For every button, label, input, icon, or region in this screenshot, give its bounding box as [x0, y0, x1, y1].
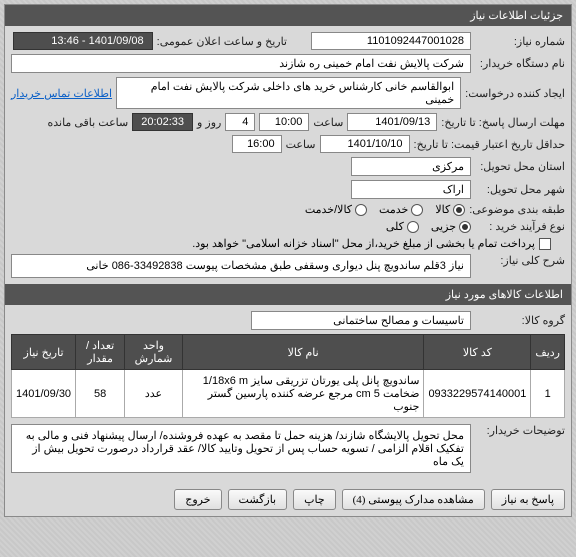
print-button[interactable]: چاپ — [293, 489, 336, 510]
purchase-type-radio-group: جزیی کلی — [386, 220, 471, 233]
payment-note: پرداخت تمام یا بخشی از مبلغ خرید،از محل … — [192, 237, 535, 250]
radio-icon — [453, 204, 465, 216]
table-cell: 1 — [531, 370, 565, 418]
deadline-date: 1401/09/13 — [347, 113, 437, 131]
payment-note-wrap: پرداخت تمام یا بخشی از مبلغ خرید،از محل … — [192, 237, 551, 250]
buyer-notes-box: محل تحویل پالایشگاه شازند/ هزینه حمل تا … — [11, 424, 471, 473]
table-cell: 1401/09/30 — [12, 370, 76, 418]
table-cell: 58 — [76, 370, 125, 418]
table-header: ردیف — [531, 335, 565, 370]
buyer-notes-label: توضیحات خریدار: — [475, 424, 565, 437]
validity-date: 1401/10/10 — [320, 135, 410, 153]
radio-full[interactable]: کلی — [386, 220, 419, 233]
table-header: واحد شمارش — [125, 335, 183, 370]
need-summary-label: شرح کلی نیاز: — [475, 254, 565, 267]
buyer-org-field: شرکت پالایش نفت امام خمینی ره شازند — [11, 54, 471, 73]
need-summary-box: نیاز 3قلم ساندویچ پنل دیواری وسقفی طبق م… — [11, 254, 471, 278]
day-and-label: روز و — [197, 116, 221, 129]
purchase-type-label: نوع فرآیند خرید : — [475, 220, 565, 233]
deadline-label: مهلت ارسال پاسخ: تا تاریخ: — [441, 116, 565, 129]
panel-header: جزئیات اطلاعات نیاز — [5, 5, 571, 26]
countdown-suffix: ساعت باقی مانده — [47, 116, 128, 129]
table-header: تاریخ نیاز — [12, 335, 76, 370]
validity-time: 16:00 — [232, 135, 282, 153]
validity-label: حداقل تاریخ اعتبار قیمت: تا تاریخ: — [414, 138, 565, 151]
announce-value: 1401/09/08 - 13:46 — [13, 32, 153, 50]
radio-service[interactable]: خدمت — [379, 203, 423, 216]
deadline-time: 10:00 — [259, 113, 309, 131]
items-section-title: اطلاعات كالاهای مورد نیاز — [5, 284, 571, 305]
radio-icon — [411, 204, 423, 216]
province-label: استان محل تحویل: — [475, 160, 565, 173]
exit-button[interactable]: خروج — [174, 489, 221, 510]
need-number-label: شماره نیاز: — [475, 35, 565, 48]
payment-checkbox[interactable] — [539, 238, 551, 250]
table-cell: 0933229574140001 — [424, 370, 531, 418]
radio-both[interactable]: کالا/خدمت — [305, 203, 367, 216]
need-number-field: 1101092447001028 — [311, 32, 471, 50]
requester-field: ابوالقاسم خانی کارشناس خرید های داخلی شر… — [116, 77, 461, 109]
item-group-field: تاسیسات و مصالح ساختمانی — [251, 311, 471, 330]
table-header: کد کالا — [424, 335, 531, 370]
contact-link[interactable]: اطلاعات تماس خریدار — [11, 87, 112, 100]
radio-goods[interactable]: کالا — [435, 203, 465, 216]
deadline-time-label: ساعت — [313, 116, 343, 129]
items-table: ردیفکد کالانام کالاواحد شمارشتعداد / مقد… — [11, 334, 565, 418]
buyer-org-label: نام دستگاه خریدار: — [475, 57, 565, 70]
province-field: مرکزی — [351, 157, 471, 176]
validity-time-label: ساعت — [286, 138, 316, 151]
attachments-button[interactable]: مشاهده مدارک پیوستی (4) — [342, 489, 485, 510]
category-label: طبقه بندی موضوعی: — [469, 203, 565, 216]
table-header: نام کالا — [182, 335, 424, 370]
day-value: 4 — [225, 113, 255, 131]
requester-label: ایجاد کننده درخواست: — [465, 87, 565, 100]
table-header: تعداد / مقدار — [76, 335, 125, 370]
item-group-label: گروه کالا: — [475, 314, 565, 327]
radio-icon — [407, 221, 419, 233]
city-label: شهر محل تحویل: — [475, 183, 565, 196]
radio-partial[interactable]: جزیی — [431, 220, 471, 233]
radio-icon — [355, 204, 367, 216]
countdown-value: 20:02:33 — [132, 113, 193, 131]
table-row: 10933229574140001ساندویچ پانل پلی یورتان… — [12, 370, 565, 418]
back-button[interactable]: بازگشت — [228, 489, 288, 510]
reply-button[interactable]: پاسخ به نیاز — [491, 489, 565, 510]
radio-icon — [459, 221, 471, 233]
city-field: اراک — [351, 180, 471, 199]
category-radio-group: کالا خدمت کالا/خدمت — [305, 203, 465, 216]
panel-title: جزئیات اطلاعات نیاز — [470, 10, 563, 22]
table-cell: ساندویچ پانل پلی یورتان تزریقی سایز 1/18… — [182, 370, 424, 418]
table-cell: عدد — [125, 370, 183, 418]
announce-label: تاریخ و ساعت اعلان عمومی: — [157, 35, 287, 48]
